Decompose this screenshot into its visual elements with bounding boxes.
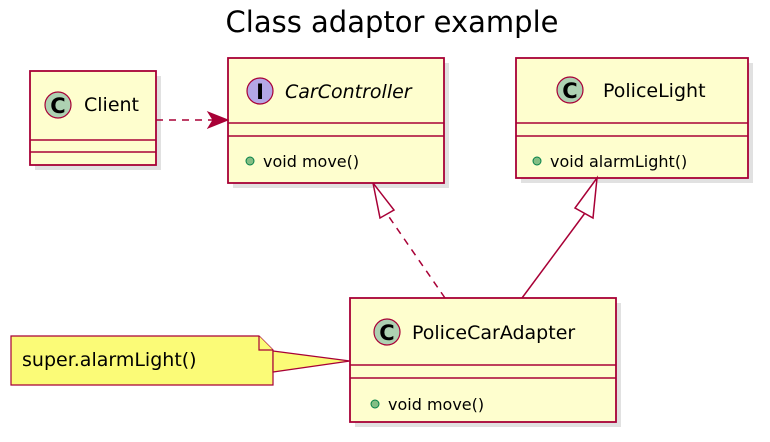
diagram-title: Class adaptor example [226,5,559,39]
class-badge-icon: C [373,318,401,346]
class-client[interactable]: C Client [29,70,161,170]
class-police-light[interactable]: C PoliceLight void alarmLight() [515,57,753,183]
class-badge-icon: C [556,76,584,104]
interface-name: CarController [285,81,413,103]
class-name: PoliceLight [603,80,706,102]
svg-text:C: C [379,321,394,345]
public-method-icon [532,156,542,166]
method-move: void move() [388,395,484,414]
note-text: super.alarmLight() [22,349,197,371]
class-name: PoliceCarAdapter [412,322,575,344]
edge-client-to-car-controller [156,110,230,130]
realization-arrow-icon [372,182,396,220]
edge-adapter-realizes-car-controller [372,182,446,299]
arrow-head-icon [206,110,230,130]
public-method-icon [245,156,255,166]
svg-text:I: I [256,80,264,104]
note[interactable]: super.alarmLight() [10,335,351,386]
edge-adapter-extends-police-light [521,175,599,299]
note-connector [272,350,351,373]
class-police-car-adapter[interactable]: C PoliceCarAdapter void move() [349,297,621,427]
interface-badge-icon: I [246,77,274,105]
inheritance-arrow-icon [573,175,599,220]
public-method-icon [370,399,380,409]
method-move: void move() [263,152,359,171]
method-alarm-light: void alarmLight() [550,152,687,171]
interface-car-controller[interactable]: I CarController void move() [227,57,449,188]
class-name: Client [84,94,139,116]
svg-text:C: C [562,79,577,103]
class-badge-icon: C [44,91,72,119]
svg-text:C: C [50,94,65,118]
